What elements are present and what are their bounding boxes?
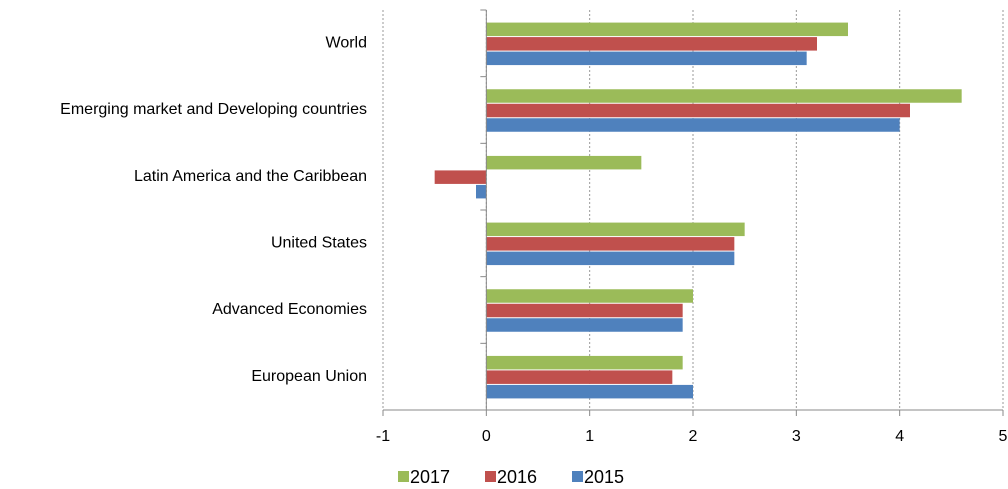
bar <box>486 22 848 37</box>
x-tick-label: 1 <box>585 428 594 445</box>
bar <box>486 289 693 303</box>
bar <box>486 318 683 332</box>
bar <box>486 155 642 170</box>
y-tick-label: Emerging market and Developing countries <box>60 101 367 118</box>
legend-swatch <box>398 471 409 482</box>
bar <box>486 237 735 251</box>
x-tick-label: 4 <box>895 428 904 445</box>
x-tick-label: -1 <box>376 428 390 445</box>
bar <box>486 103 910 118</box>
bar <box>486 51 807 66</box>
legend-label: 2016 <box>497 467 537 487</box>
y-tick-label: Latin America and the Caribbean <box>134 168 367 185</box>
legend-label: 2017 <box>410 467 450 487</box>
bar <box>486 303 683 318</box>
y-tick-label: United States <box>271 235 367 252</box>
bar <box>486 355 683 370</box>
bar <box>486 370 673 384</box>
bar <box>434 170 487 184</box>
y-tick-label: World <box>326 35 368 52</box>
legend-label: 2015 <box>584 467 624 487</box>
x-tick-label: 2 <box>689 428 698 445</box>
bar <box>486 89 962 103</box>
x-tick-label: 0 <box>482 428 491 445</box>
bar <box>486 118 900 132</box>
bar <box>486 384 693 399</box>
bar <box>476 184 487 199</box>
x-tick-label: 5 <box>999 428 1008 445</box>
bar <box>486 37 817 51</box>
legend-swatch <box>572 471 583 482</box>
y-tick-label: Advanced Economies <box>212 301 367 318</box>
bar <box>486 251 735 266</box>
legend-swatch <box>485 471 496 482</box>
x-tick-label: 3 <box>792 428 801 445</box>
y-tick-label: European Union <box>251 368 367 385</box>
bar <box>486 222 745 237</box>
